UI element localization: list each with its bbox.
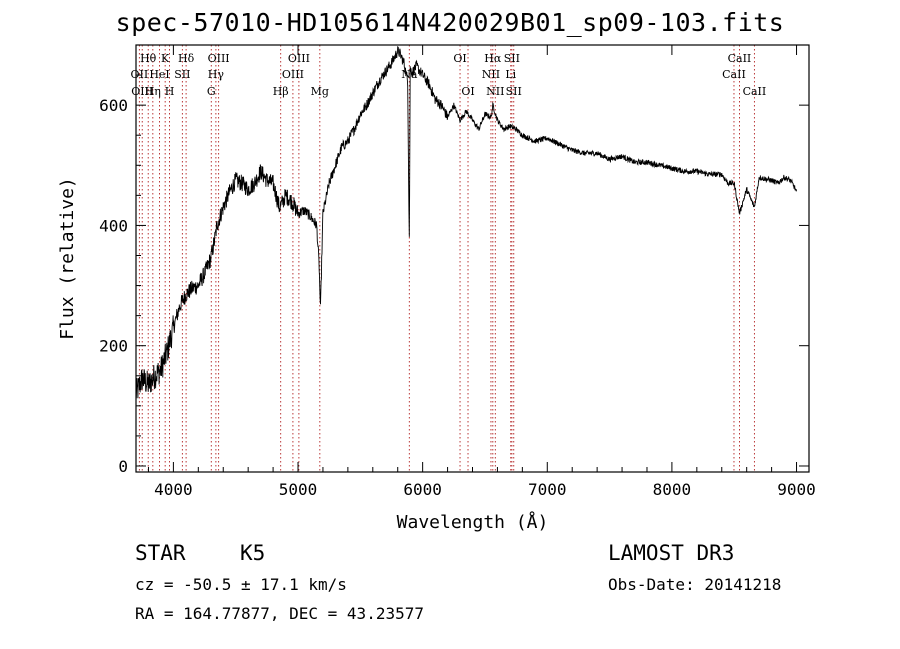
y-tick-label-3: 600 <box>99 96 128 115</box>
line-label-16: Na <box>401 68 418 81</box>
line-label-22: Li <box>505 68 516 81</box>
line-label-1: OIII <box>131 85 153 98</box>
plot-frame <box>135 44 810 473</box>
line-label-18: OI <box>461 85 474 98</box>
line-label-10: Hγ <box>208 68 225 81</box>
y-tick-label-1: 200 <box>99 337 128 356</box>
line-label-5: K <box>161 52 170 65</box>
line-label-9: G <box>207 85 216 98</box>
y-axis-label: Flux (relative) <box>57 177 78 340</box>
line-label-2: Hθ <box>140 52 157 65</box>
x-axis-label: Wavelength (Å) <box>397 511 549 533</box>
line-label-11: OIII <box>208 52 230 65</box>
line-label-14: OIII <box>288 52 310 65</box>
line-label-17: OI <box>453 52 466 65</box>
y-tick-label-0: 0 <box>118 457 128 476</box>
redshift-cz: cz = -50.5 ± 17.1 km/s <box>135 575 347 594</box>
line-label-3: Hη <box>145 85 161 98</box>
x-tick-label-2: 6000 <box>403 480 442 499</box>
chart-title: spec-57010-HD105614N420029B01_sp09-103.f… <box>115 8 785 37</box>
line-label-20: Hα <box>484 52 502 65</box>
line-label-12: Hβ <box>273 85 289 98</box>
x-tick-label-1: 5000 <box>279 480 318 499</box>
spectrum-trace <box>135 46 797 399</box>
line-label-26: CaII <box>728 52 752 65</box>
line-label-7: SII <box>174 68 190 81</box>
obs-date: Obs-Date: 20141218 <box>608 575 782 594</box>
line-label-19: NII <box>482 68 500 81</box>
line-label-13: OIII <box>282 68 304 81</box>
object-subclass: K5 <box>240 541 266 565</box>
line-label-23: SII <box>504 52 520 65</box>
object-class: STAR <box>135 541 186 565</box>
x-tick-label-3: 7000 <box>528 480 567 499</box>
line-label-21: NII <box>486 85 504 98</box>
line-label-15: Mg <box>311 85 329 98</box>
line-label-24: SII <box>506 85 522 98</box>
x-tick-label-5: 9000 <box>777 480 816 499</box>
x-tick-label-4: 8000 <box>653 480 692 499</box>
x-tick-label-0: 4000 <box>154 480 193 499</box>
line-label-4: HeI <box>149 68 169 81</box>
line-label-8: Hδ <box>178 52 195 65</box>
y-tick-label-2: 400 <box>99 216 128 235</box>
survey-name: LAMOST DR3 <box>608 541 735 565</box>
line-label-25: CaII <box>722 68 746 81</box>
coordinates: RA = 164.77877, DEC = 43.23577 <box>135 604 424 623</box>
line-label-27: CaII <box>743 85 767 98</box>
line-label-6: H <box>165 85 175 98</box>
line-label-0: OII <box>131 68 149 81</box>
